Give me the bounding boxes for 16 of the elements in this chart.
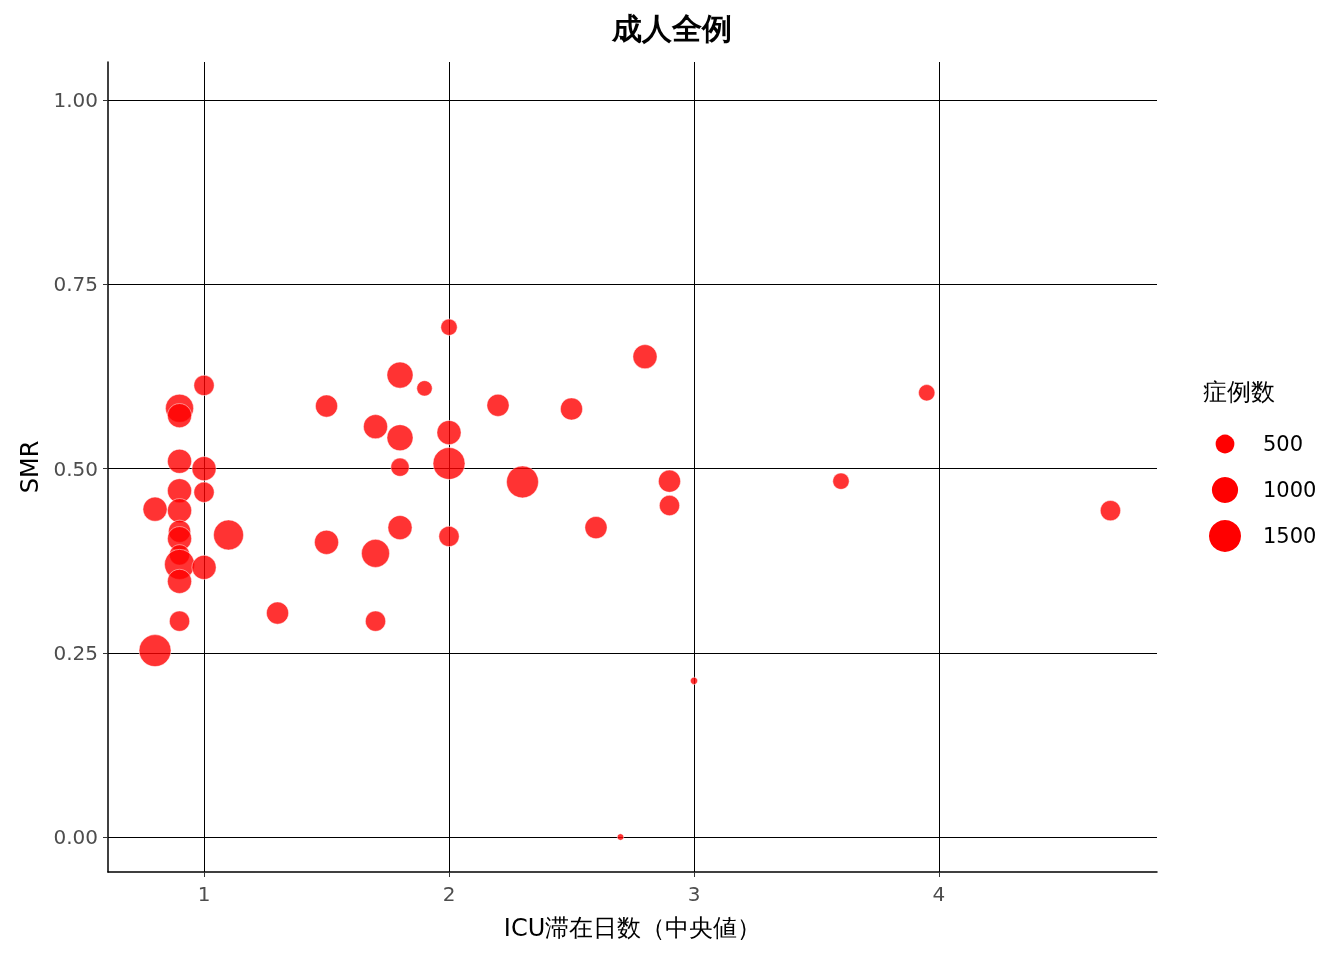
x-tick-label: 3 [687,882,701,906]
y-tick-label: 1.00 [53,88,98,113]
y-tick-label: 0.00 [53,825,98,850]
x-tick-label: 4 [932,882,946,906]
x-tick-label: 2 [442,882,456,906]
legend-label: 1500 [1263,524,1317,548]
legend-title: 症例数 [1203,378,1275,406]
x-axis-title: ICU滞在日数（中央値） [503,914,762,942]
x-tick-label: 1 [197,882,211,906]
chart-title: 成人全例 [611,10,732,46]
legend-label: 500 [1263,432,1304,456]
y-axis-title: SMR [16,440,44,494]
y-tick-label: 0.50 [53,456,98,481]
y-tick-label: 0.25 [53,640,98,665]
y-tick-label: 0.75 [53,272,98,297]
legend-label: 1000 [1263,478,1317,502]
